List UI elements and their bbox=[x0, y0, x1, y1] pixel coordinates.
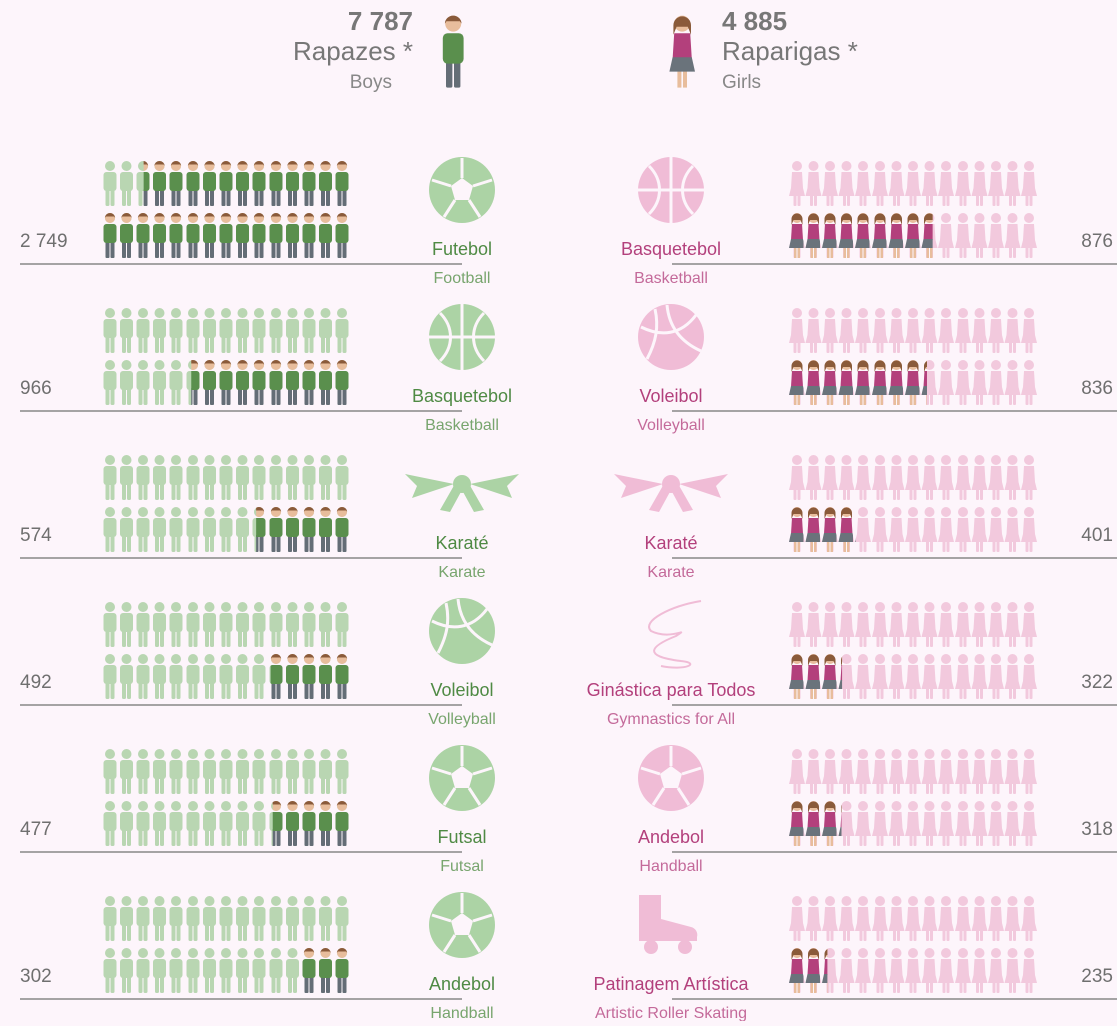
girls-bar bbox=[789, 213, 933, 258]
sport-name: Karaté bbox=[644, 533, 697, 553]
sport-name-en: Handball bbox=[430, 1005, 493, 1021]
sport-name: Andebol bbox=[638, 827, 704, 847]
boys-count: 302 bbox=[20, 966, 52, 987]
boys-bar bbox=[191, 360, 349, 405]
sport-icon bbox=[638, 304, 704, 370]
girls-bar bbox=[789, 948, 828, 993]
boys-bar bbox=[302, 948, 349, 993]
boys-bar bbox=[270, 654, 349, 699]
sport-icon bbox=[639, 895, 698, 954]
sport-icon bbox=[648, 600, 702, 669]
sport-name: Karaté bbox=[435, 533, 488, 553]
sport-icon bbox=[429, 157, 495, 223]
sport-name: Voleibol bbox=[430, 680, 493, 700]
sport-name-en: Basketball bbox=[425, 417, 499, 434]
boys-total: 7 787 bbox=[348, 6, 413, 36]
sport-name-en: Futsal bbox=[440, 858, 484, 875]
sport-name: Futsal bbox=[437, 827, 486, 847]
icon-grid bbox=[789, 602, 1037, 699]
sport-name-en: Karate bbox=[438, 564, 485, 581]
boys-label-en: Boys bbox=[350, 72, 392, 93]
boys-count: 477 bbox=[20, 819, 52, 840]
sport-icon bbox=[638, 745, 704, 811]
sport-name-en: Gymnastics for All bbox=[607, 711, 735, 728]
sport-name: Voleibol bbox=[639, 386, 702, 406]
sport-icon bbox=[429, 892, 495, 958]
boys-bar bbox=[272, 801, 349, 846]
boys-label: Rapazes * bbox=[293, 36, 413, 66]
boys-count: 2 749 bbox=[20, 231, 68, 252]
sport-name-en: Basketball bbox=[634, 270, 708, 287]
sport-icon bbox=[405, 474, 519, 512]
girls-bar bbox=[789, 801, 842, 846]
sport-name-en: Volleyball bbox=[428, 711, 496, 728]
sport-icon bbox=[614, 474, 728, 512]
girls-count: 235 bbox=[1081, 966, 1113, 987]
sport-icon bbox=[429, 304, 495, 370]
girls-count: 401 bbox=[1081, 525, 1113, 546]
sport-name: Andebol bbox=[429, 974, 495, 994]
sport-name-en: Karate bbox=[647, 564, 694, 581]
sport-icon bbox=[429, 598, 495, 664]
sport-name: Basquetebol bbox=[621, 239, 721, 259]
boys-count: 574 bbox=[20, 525, 52, 546]
girls-bar bbox=[789, 507, 856, 552]
girls-total: 4 885 bbox=[722, 6, 787, 36]
sport-name: Futebol bbox=[432, 239, 492, 259]
icon-grid bbox=[789, 749, 1037, 846]
girls-count: 318 bbox=[1081, 819, 1113, 840]
sport-icon bbox=[638, 157, 704, 223]
sport-name: Basquetebol bbox=[412, 386, 512, 406]
sport-name-en: Handball bbox=[639, 858, 702, 875]
boys-count: 492 bbox=[20, 672, 52, 693]
girls-label: Raparigas * bbox=[722, 36, 858, 66]
sport-icon bbox=[429, 745, 495, 811]
girls-bar bbox=[789, 360, 928, 405]
girls-count: 836 bbox=[1081, 378, 1113, 399]
sport-name-en: Volleyball bbox=[637, 417, 705, 434]
boys-count: 966 bbox=[20, 378, 52, 399]
sport-name: Ginástica para Todos bbox=[587, 680, 756, 700]
sport-name: Patinagem Artística bbox=[593, 974, 749, 994]
girls-label-en: Girls bbox=[722, 72, 761, 93]
boys-bar bbox=[103, 161, 349, 258]
girls-count: 322 bbox=[1081, 672, 1113, 693]
girls-count: 876 bbox=[1081, 231, 1113, 252]
boys-bar bbox=[256, 507, 349, 552]
sport-name-en: Artistic Roller Skating bbox=[595, 1005, 747, 1021]
icon-grid bbox=[789, 308, 1037, 405]
sport-name-en: Football bbox=[434, 270, 491, 287]
girls-bar bbox=[789, 654, 843, 699]
